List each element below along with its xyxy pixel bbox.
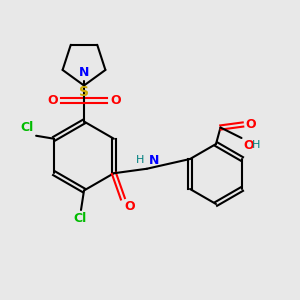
Text: O: O bbox=[47, 94, 58, 107]
Text: H: H bbox=[252, 140, 260, 150]
Text: Cl: Cl bbox=[20, 121, 34, 134]
Text: N: N bbox=[79, 66, 89, 79]
Text: H: H bbox=[136, 155, 145, 165]
Text: O: O bbox=[245, 118, 256, 131]
Text: Cl: Cl bbox=[73, 212, 86, 225]
Text: O: O bbox=[110, 94, 121, 107]
Text: O: O bbox=[124, 200, 135, 213]
Text: N: N bbox=[148, 154, 159, 167]
Text: S: S bbox=[79, 85, 89, 99]
Text: O: O bbox=[243, 140, 254, 152]
